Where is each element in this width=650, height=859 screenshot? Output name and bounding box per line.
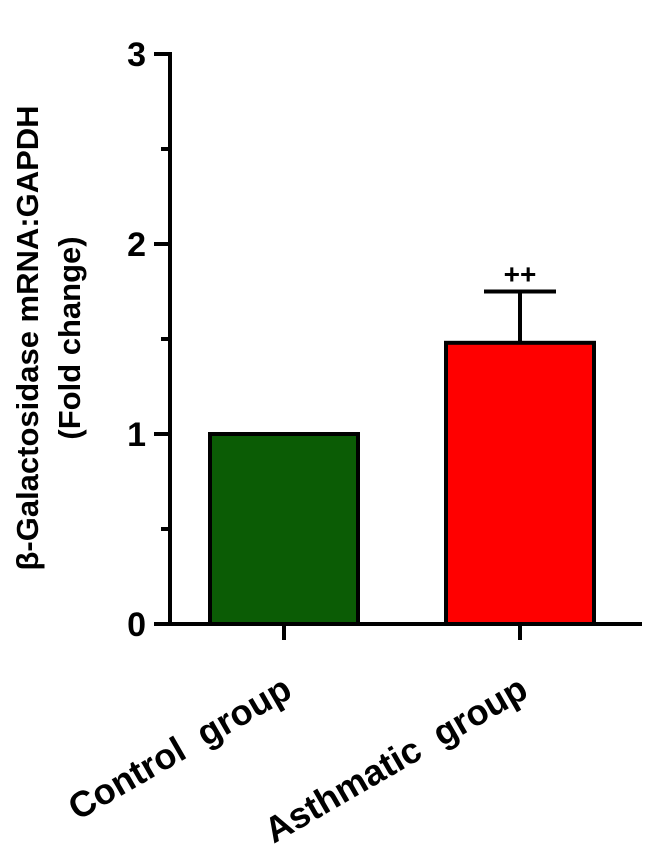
y-axis-title-line2: (Fold change) xyxy=(52,236,87,439)
y-tick-label: 1 xyxy=(127,416,146,454)
significance-annotation: ++ xyxy=(504,259,537,290)
x-tick-label: Asthmatic group xyxy=(257,667,534,851)
y-tick-label: 2 xyxy=(127,226,146,264)
x-tick-label: Control group xyxy=(61,667,298,827)
bar xyxy=(444,340,596,626)
y-tick-label: 0 xyxy=(127,606,146,644)
y-axis-title-line1: β-Galactosidase mRNA:GAPDH xyxy=(10,105,45,570)
y-tick-label: 3 xyxy=(127,36,146,74)
y-axis-title: β-Galactosidase mRNA:GAPDH (Fold change) xyxy=(10,105,87,570)
bar xyxy=(208,432,360,626)
